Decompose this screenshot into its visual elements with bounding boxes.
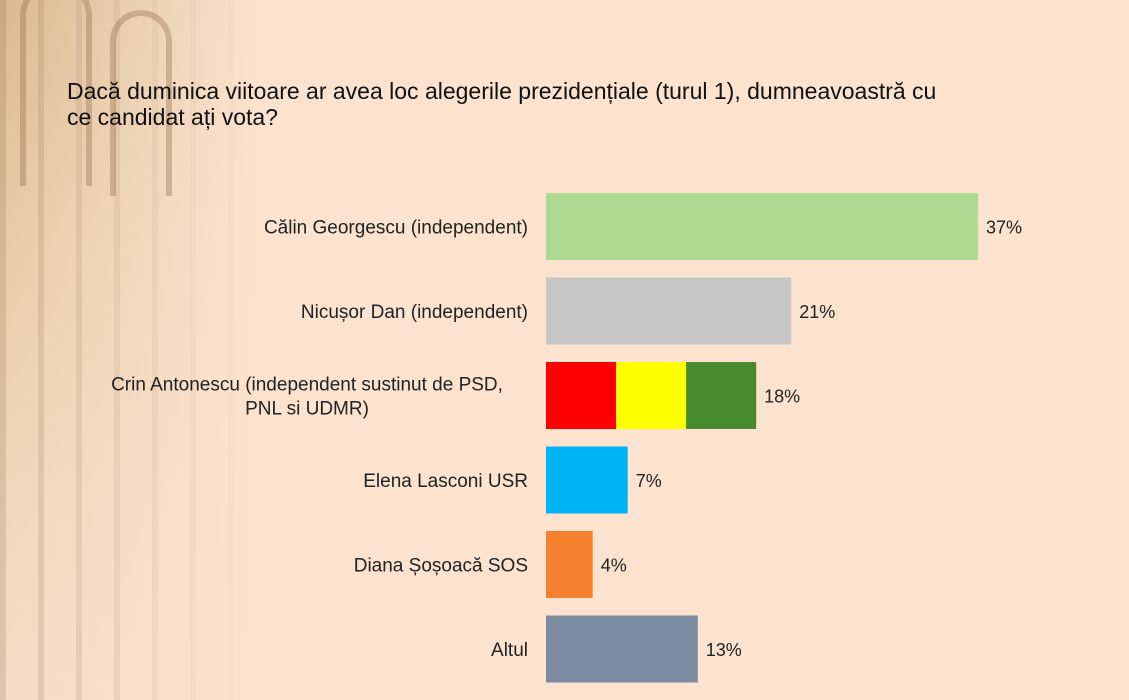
category-label: Altul <box>491 640 528 661</box>
category-label: Călin Georgescu (independent) <box>264 218 528 239</box>
category-label: Crin Antonescu (independent sustinut de … <box>111 375 503 420</box>
bar-segment <box>616 362 687 429</box>
category-label: Elena Lasconi USR <box>363 471 528 492</box>
value-label: 37% <box>986 218 1022 238</box>
bar-segment <box>546 362 617 429</box>
category-label: Diana Șoșoacă SOS <box>354 556 528 577</box>
bar <box>546 193 978 260</box>
bar <box>546 446 628 514</box>
value-label: 18% <box>764 387 800 407</box>
value-label: 4% <box>601 556 627 576</box>
background-arch <box>20 0 92 186</box>
value-label: 7% <box>636 471 662 491</box>
background-arch <box>110 10 172 196</box>
value-label: 21% <box>799 302 835 322</box>
category-label: Nicușor Dan (independent) <box>301 302 528 323</box>
bar <box>546 277 792 345</box>
bar-segment <box>686 362 757 429</box>
background-photo <box>0 0 260 700</box>
chart-title: Dacă duminica viitoare ar avea loc alege… <box>67 78 937 130</box>
bar <box>546 615 698 683</box>
value-label: 13% <box>706 640 742 660</box>
bar <box>546 531 593 598</box>
